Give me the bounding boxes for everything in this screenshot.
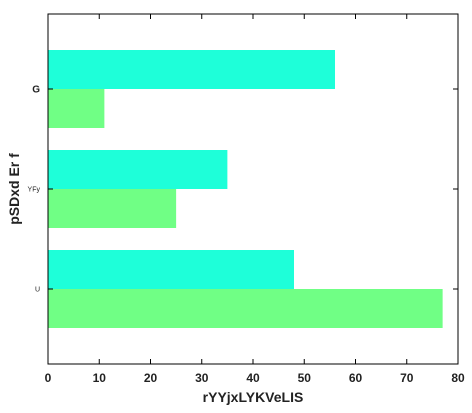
x-tick-label: 20 bbox=[144, 371, 158, 385]
bar-G-series-2 bbox=[48, 50, 335, 89]
y-tick-label-U: U bbox=[35, 286, 40, 293]
x-tick-label: 30 bbox=[195, 371, 209, 385]
x-tick-label: 10 bbox=[93, 371, 107, 385]
y-tick-label-G: G bbox=[32, 85, 40, 96]
x-tick-label: 60 bbox=[349, 371, 363, 385]
x-tick-label: 50 bbox=[298, 371, 312, 385]
bar-U-series-1 bbox=[48, 289, 443, 328]
bar-U-series-2 bbox=[48, 250, 294, 289]
x-tick-label: 70 bbox=[400, 371, 414, 385]
ticks-layer: 0 10 20 30 40 50 60 70 80 U YFy G bbox=[28, 14, 465, 385]
y-axis-title: pSDxd Er f bbox=[6, 153, 22, 225]
x-axis-title: rYYjxLYKVeLIS bbox=[203, 389, 304, 405]
bar-YFy-series-1 bbox=[48, 189, 177, 228]
bar-G-series-1 bbox=[48, 89, 105, 128]
x-tick-label: 40 bbox=[246, 371, 260, 385]
x-tick-label: 0 bbox=[45, 371, 52, 385]
bar-YFy-series-2 bbox=[48, 150, 228, 189]
bars-layer bbox=[48, 50, 443, 328]
y-tick-label-YFy: YFy bbox=[28, 186, 41, 193]
x-tick-label: 80 bbox=[451, 371, 465, 385]
